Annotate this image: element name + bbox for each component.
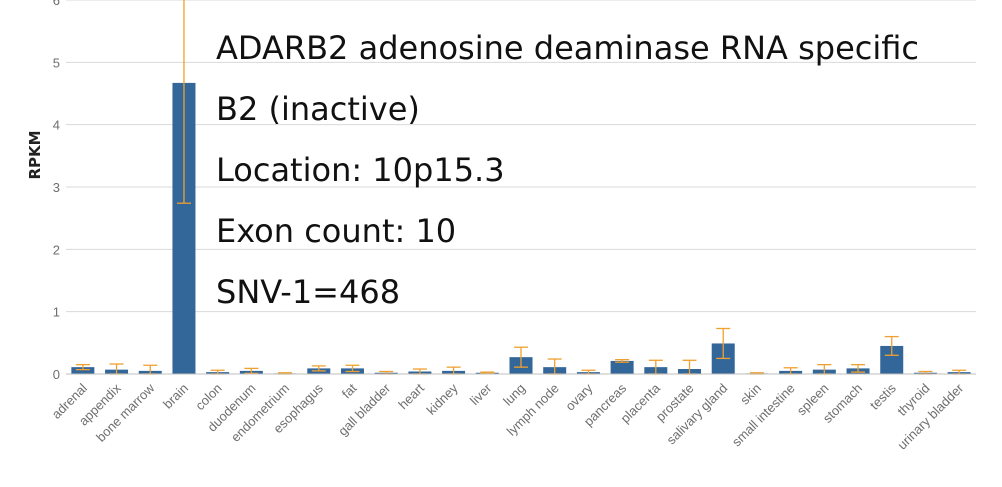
x-tick-label: brain [160, 381, 191, 412]
bar [172, 82, 196, 375]
bar [610, 360, 634, 374]
gene-location: Location: 10p15.3 [216, 151, 505, 189]
gene-info-overlay: ADARB2 adenosine deaminase RNA specific … [216, 18, 996, 323]
gene-title-line-2: B2 (inactive) [216, 90, 420, 128]
x-tick-label: kidney [424, 380, 462, 418]
y-tick-label: 5 [53, 55, 60, 70]
y-axis-ticks: 0 1 2 3 4 5 6 [53, 0, 60, 382]
gene-snv: SNV-1=468 [216, 273, 401, 311]
y-axis-label: RPKM [26, 130, 44, 179]
bar [71, 367, 95, 374]
x-tick-label: fat [339, 380, 360, 401]
x-tick-label: lung [500, 381, 528, 409]
y-tick-label: 3 [53, 180, 60, 195]
y-tick-label: 6 [53, 0, 60, 8]
y-tick-label: 1 [53, 305, 60, 320]
x-tick-label: liver [467, 380, 495, 408]
bar [880, 345, 904, 374]
gene-exon-count: Exon count: 10 [216, 212, 457, 250]
grid-lines [66, 0, 976, 313]
y-tick-label: 2 [53, 242, 60, 257]
y-tick-label: 4 [53, 118, 60, 133]
y-tick-label: 0 [53, 367, 60, 382]
x-tick-label: skin [737, 381, 764, 408]
gene-title-line-1: ADARB2 adenosine deaminase RNA specific [216, 29, 919, 67]
